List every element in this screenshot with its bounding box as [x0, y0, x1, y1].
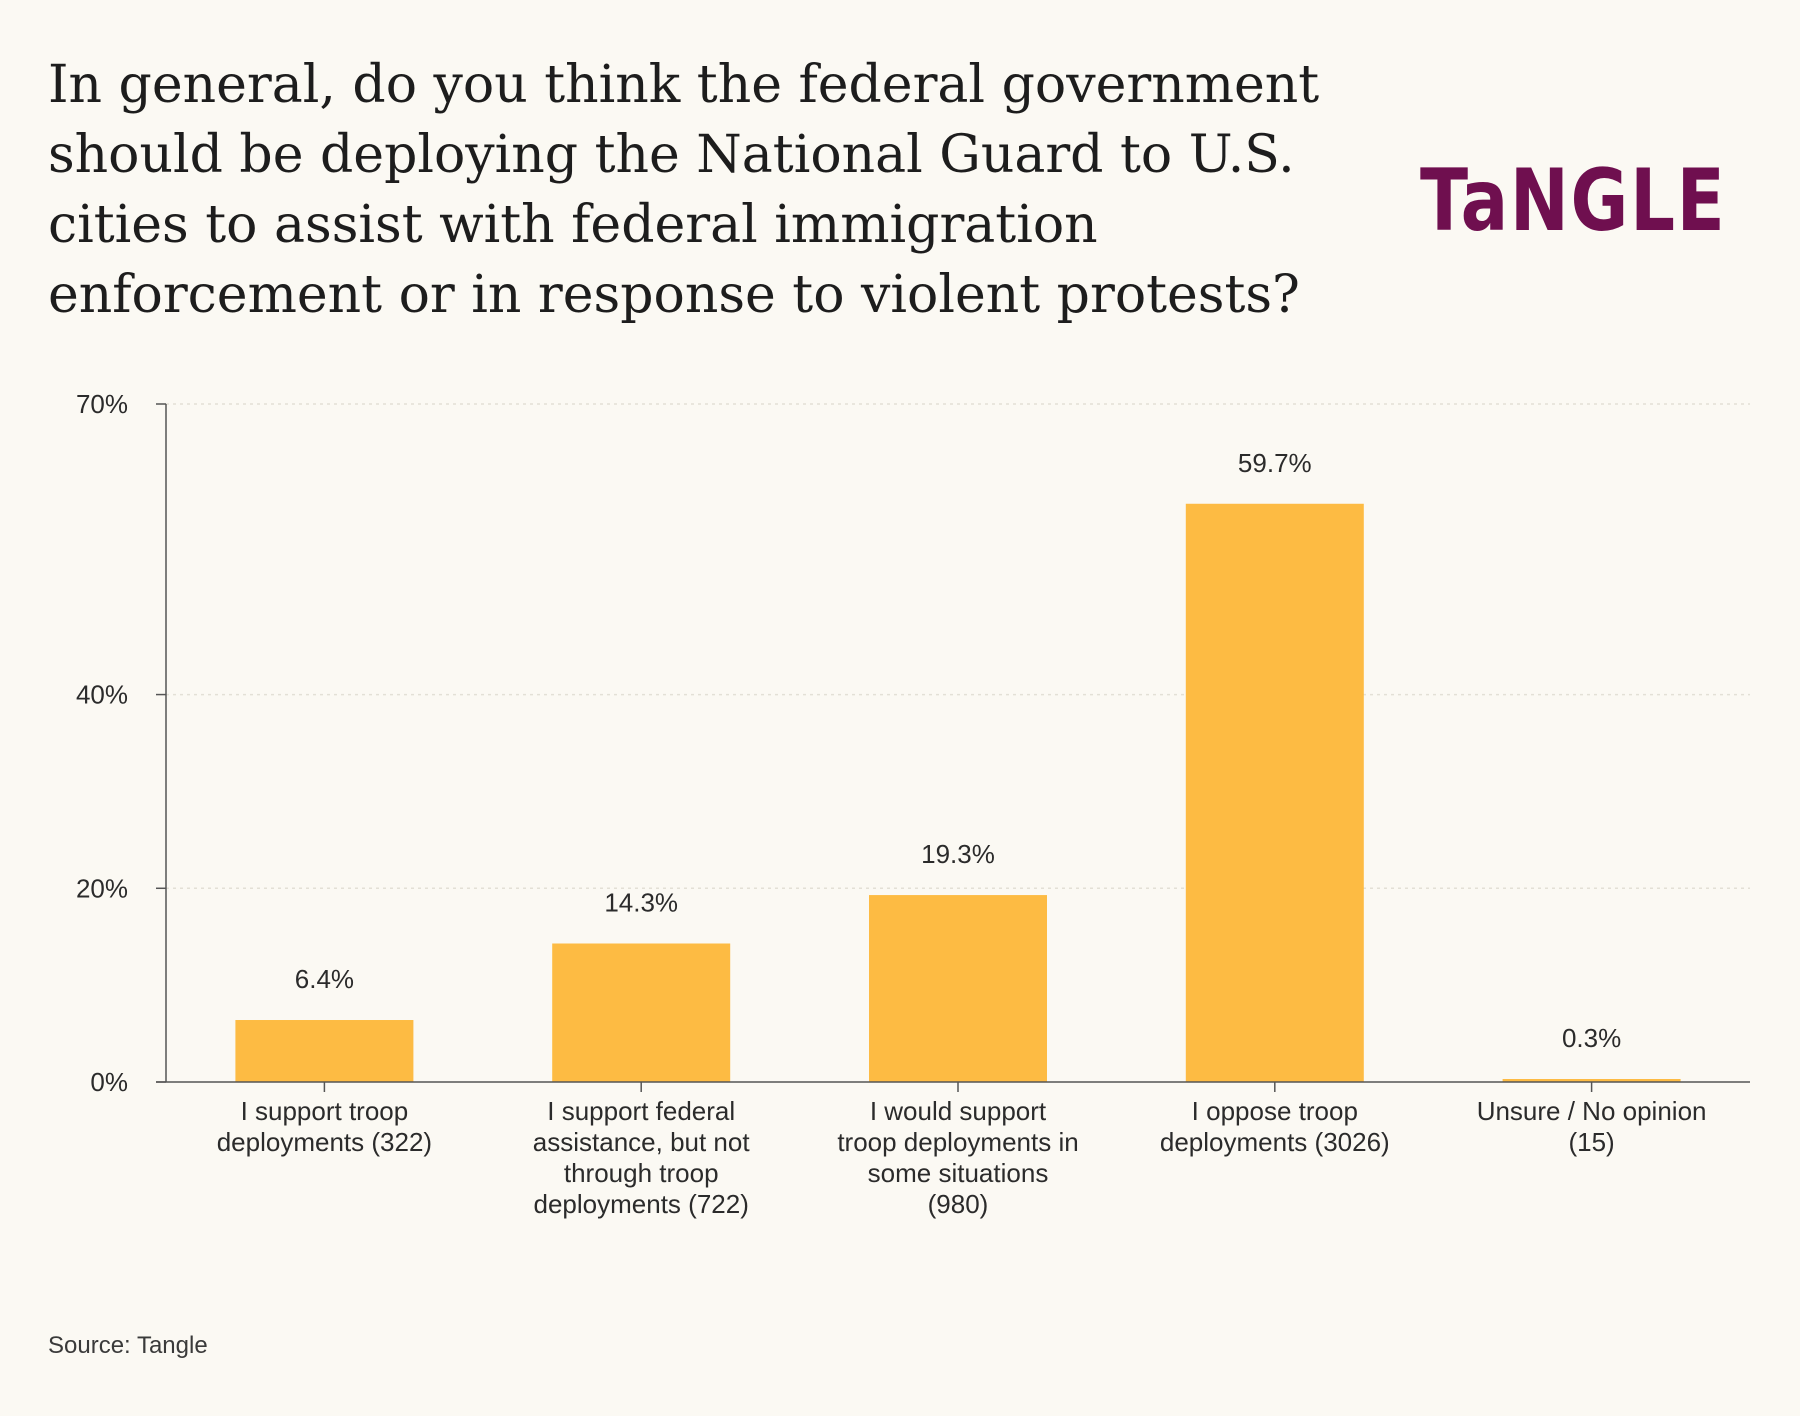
x-category-label-line: deployments (3026): [1160, 1127, 1390, 1157]
x-category-label: I would support troop deployments in some …: [837, 1096, 1078, 1219]
x-category-label-line: through troop: [564, 1158, 719, 1188]
x-category-label-line: I oppose troop: [1192, 1096, 1358, 1126]
x-category-label: I oppose troop deployments (3026): [1160, 1096, 1390, 1157]
x-category-label: Unsure / No opinion (15): [1477, 1096, 1707, 1157]
tangle-logo: TaNGLE: [1420, 151, 1727, 251]
bar-value-label: 19.3%: [921, 839, 995, 869]
x-category-label: I support troop deployments (322): [217, 1096, 432, 1157]
chart-title: In general, do you think the federal gov…: [48, 50, 1320, 330]
x-category-label-line: some situations: [868, 1158, 1049, 1188]
x-category-label-line: troop deployments in: [837, 1127, 1078, 1157]
bar: [1502, 1079, 1681, 1082]
bar: [552, 943, 731, 1082]
gridlines: [166, 403, 1750, 890]
x-category-label-line: deployments (322): [217, 1127, 432, 1157]
x-category-label-line: Unsure / No opinion: [1477, 1096, 1707, 1126]
title-line: cities to assist with federal immigratio…: [48, 195, 1098, 255]
x-category-label-line: deployments (722): [534, 1189, 749, 1219]
bar-value-label: 14.3%: [604, 887, 678, 917]
y-tick-label: 20%: [76, 873, 128, 903]
x-category-label-line: I would support: [870, 1096, 1047, 1126]
bar-value-label: 6.4%: [295, 964, 354, 994]
axes: [156, 403, 1750, 1092]
y-tick-label: 0%: [90, 1067, 128, 1097]
source-note: Source: Tangle: [48, 1332, 208, 1359]
bar-value-label: 0.3%: [1562, 1023, 1621, 1053]
bar-value-label: 59.7%: [1238, 448, 1312, 478]
bar: [235, 1020, 414, 1082]
bar: [1185, 503, 1364, 1083]
x-category-label-line: (980): [928, 1189, 989, 1219]
x-category-label-line: assistance, but not: [533, 1127, 751, 1157]
title-line: enforcement or in response to violent pr…: [48, 265, 1300, 325]
x-category-label-line: I support troop: [241, 1096, 409, 1126]
x-category-label-line: I support federal: [547, 1096, 735, 1126]
x-category-label-line: (15): [1568, 1127, 1614, 1157]
bars: [235, 503, 1681, 1083]
title-line: In general, do you think the federal gov…: [48, 55, 1320, 115]
labels: 0%20%40%70%6.4%I support troop deployment…: [76, 389, 1707, 1219]
y-tick-label: 70%: [76, 389, 128, 419]
y-tick-label: 40%: [76, 680, 128, 710]
x-category-label: I support federal assistance, but not thro…: [533, 1096, 751, 1219]
bar: [869, 895, 1047, 1082]
title-line: should be deploying the National Guard t…: [48, 125, 1295, 185]
